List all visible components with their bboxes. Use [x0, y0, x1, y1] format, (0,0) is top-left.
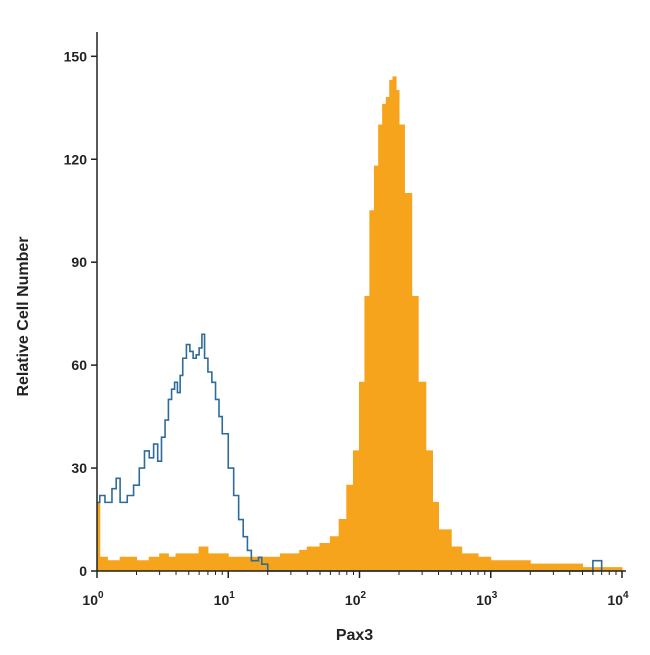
filled-histogram — [96, 76, 623, 572]
y-axis-title: Relative Cell Number — [15, 236, 32, 396]
y-tick-label: 90 — [71, 254, 87, 270]
x-tick-label: 101 — [214, 590, 236, 608]
x-tick-label: 100 — [82, 590, 104, 608]
x-tick-label: 103 — [476, 590, 498, 608]
plot-area — [96, 76, 623, 572]
y-tick-label: 150 — [64, 48, 88, 64]
ticks: 0 30 60 90 120 150 100 101 102 103 104 — [64, 48, 629, 608]
y-tick-label: 60 — [71, 357, 87, 373]
axes — [96, 32, 626, 572]
x-tick-label: 104 — [607, 590, 629, 608]
y-tick-label: 30 — [71, 460, 87, 476]
outline-histogram — [97, 333, 603, 572]
x-axis-title: Pax3 — [336, 627, 373, 644]
x-tick-label: 102 — [345, 590, 367, 608]
y-tick-label: 0 — [79, 563, 87, 579]
y-tick-label: 120 — [64, 151, 88, 167]
